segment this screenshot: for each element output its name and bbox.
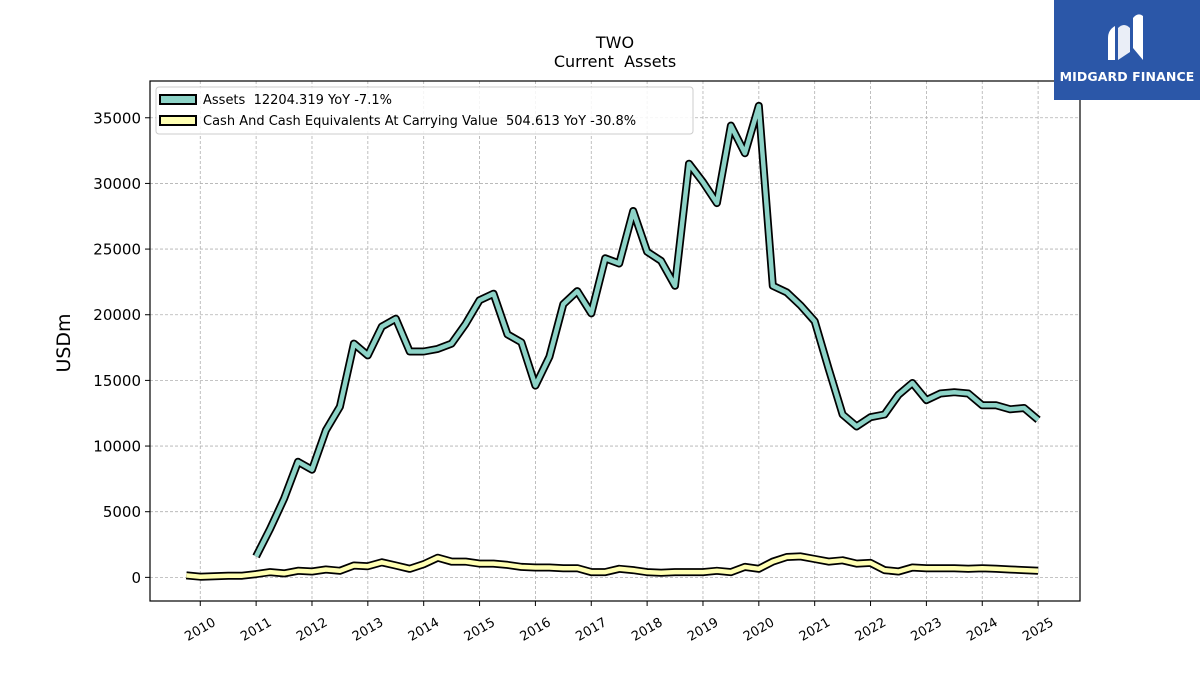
- y-tick-label: 10000: [93, 438, 141, 456]
- y-tick-label: 0: [131, 569, 141, 587]
- x-tick-label: 2018: [629, 615, 665, 645]
- y-tick-label: 15000: [93, 372, 141, 390]
- legend-swatch-cash: [159, 115, 197, 126]
- series-group: [185, 101, 1041, 581]
- x-tick-label: 2016: [518, 615, 554, 645]
- y-tick-label: 30000: [93, 175, 141, 193]
- x-tick-label: 2014: [406, 615, 442, 645]
- x-tick-label: 2013: [350, 615, 386, 645]
- x-tick-label: 2022: [853, 615, 889, 645]
- legend-box: [155, 86, 694, 135]
- y-tick-label: 25000: [93, 241, 141, 259]
- logo-mark-icon: [1108, 14, 1143, 60]
- y-tick-label: 5000: [103, 503, 141, 521]
- plot-frame: [149, 80, 1081, 602]
- x-tick-label: 2024: [964, 615, 1000, 645]
- x-tick-label: 2019: [685, 615, 721, 645]
- x-tick-label: 2023: [909, 615, 945, 645]
- x-tick-label: 2021: [797, 615, 833, 645]
- x-tick-label: 2010: [182, 615, 218, 645]
- x-axis: 2010 2011 2012 2013 2014 2015 2016 2017 2018 2019…: [182, 601, 1056, 645]
- series-line-assets: [254, 103, 1040, 558]
- logo-text: MIDGARD FINANCE: [1059, 69, 1195, 84]
- legend-label-cash: Cash And Cash Equivalents At Carrying Va…: [203, 114, 636, 129]
- legend-swatch-assets: [159, 94, 197, 105]
- legend-label-assets: Assets 12204.319 YoY -7.1%: [203, 93, 392, 108]
- brand-logo: MIDGARD FINANCE: [1054, 0, 1200, 100]
- x-tick-label: 2017: [573, 615, 609, 645]
- grid: [150, 81, 1080, 601]
- y-tick-label: 35000: [93, 109, 141, 127]
- chart-subtitle: Current Assets: [554, 52, 676, 71]
- x-tick-label: 2025: [1020, 615, 1056, 645]
- y-axis: 0 5000 10000 15000 20000 25000 30000 35000: [93, 109, 150, 587]
- y-tick-label: 20000: [93, 306, 141, 324]
- x-tick-label: 2020: [741, 615, 777, 645]
- series-line-cash: [186, 554, 1039, 579]
- chart-title: TWO: [595, 33, 634, 52]
- y-axis-label: USDm: [53, 313, 75, 372]
- x-tick-label: 2015: [462, 615, 498, 645]
- x-tick-label: 2011: [238, 615, 274, 645]
- x-tick-label: 2012: [294, 615, 330, 645]
- legend: Assets 12204.319 YoY -7.1% Cash And Cash…: [155, 86, 694, 135]
